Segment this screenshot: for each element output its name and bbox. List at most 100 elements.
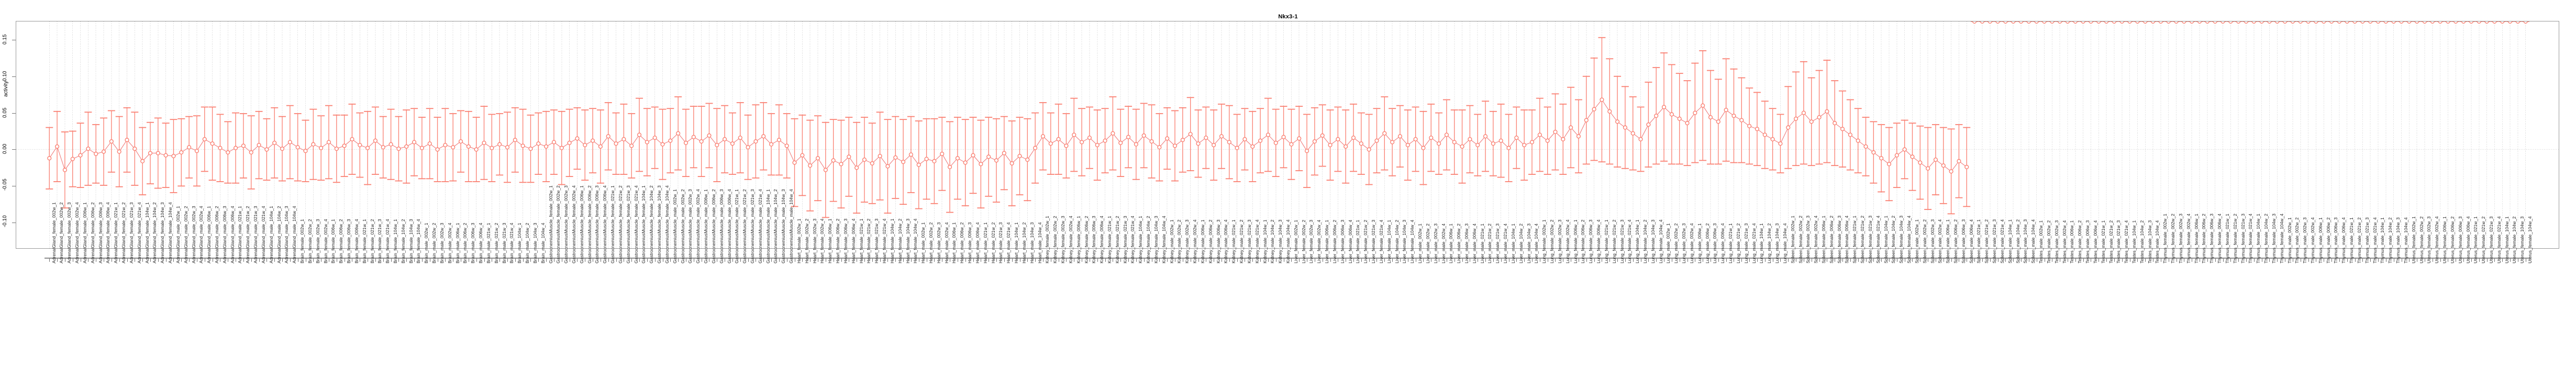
data-point [2026, 21, 2031, 24]
x-axis-tick-mark [2471, 259, 2472, 262]
data-point [1926, 166, 1930, 171]
x-axis-tick-label: Brain_female_021w_3 [377, 219, 383, 263]
x-axis-tick-label: Liver_female_021w_3 [1371, 219, 1376, 263]
x-axis-tick-label: AdrenalGland_female_104w_1 [144, 202, 150, 263]
data-point [303, 149, 308, 153]
x-axis-tick-label: Lung_female_002w_4 [1564, 219, 1570, 263]
x-axis-tick-label: Kidney_male_104w_1 [1262, 219, 1268, 263]
x-axis-tick-label: GastrocnemiusMuscle_female_021w_2 [617, 185, 623, 263]
data-point [1405, 142, 1410, 148]
x-axis-tick-label: AdrenalGland_female_002w_3 [66, 202, 72, 263]
data-point [1863, 144, 1868, 149]
data-point [1172, 143, 1178, 148]
data-point [1879, 156, 1884, 161]
x-axis-tick-mark [1369, 259, 1370, 262]
x-axis-tick-label: AdrenalGland_male_021w_1 [237, 206, 243, 263]
x-axis-tick-mark [1594, 259, 1595, 262]
x-axis-tick-label: GastrocnemiusMuscle_female_006w_4 [602, 185, 608, 263]
x-axis-tick-label: Kidney_male_104w_4 [1285, 219, 1291, 263]
x-axis-tick-mark [391, 259, 392, 262]
x-axis-tick-label: AdrenalGland_male_002w_4 [198, 206, 204, 263]
x-axis-tick-mark [2005, 259, 2006, 262]
x-axis-tick-label: Heart_male_006w_3 [967, 222, 973, 263]
x-axis-tick-label: Liver_female_104w_4 [1409, 219, 1415, 263]
data-point [2197, 21, 2202, 24]
x-axis-tick-mark [864, 259, 865, 262]
x-axis-tick-label: Lung_female_021w_1 [1603, 219, 1609, 263]
x-axis-tick-label: Spleen_male_021w_3 [1992, 219, 1997, 263]
x-axis-tick-label: Brain_male_021w_2 [493, 223, 499, 264]
x-axis-tick-label: Liver_female_104w_2 [1394, 219, 1400, 263]
x-axis-tick-mark [678, 259, 679, 262]
data-point [1328, 142, 1333, 148]
x-axis-tick-label: Thymus_male_006w_1 [2317, 217, 2323, 263]
x-axis-tick-mark [1633, 259, 1634, 262]
x-axis-tick-label: Heart_male_104w_1 [1014, 222, 1019, 263]
x-axis-tick-label: AdrenalGland_female_021w_3 [128, 202, 134, 263]
x-axis-tick-label: Brain_male_002w_1 [424, 223, 429, 264]
data-point [1180, 138, 1185, 142]
x-axis-tick-label: Liver_female_104w_1 [1386, 219, 1392, 263]
data-point [1856, 138, 1860, 143]
data-point [1747, 124, 1752, 128]
data-point [1002, 151, 1006, 156]
data-point [1708, 115, 1713, 120]
x-axis-tick-label: Uterus_female_002w_3 [2426, 216, 2432, 263]
x-axis-tick-mark [158, 259, 159, 262]
x-axis-tick-label: Spleen_female_006w_2 [1828, 215, 1834, 263]
data-point [2251, 21, 2256, 24]
data-point [2345, 21, 2349, 24]
data-point [606, 134, 610, 139]
x-axis-tick-mark [1873, 259, 1874, 262]
data-point [1561, 137, 1565, 141]
x-axis-tick-mark [1143, 259, 1145, 262]
x-axis-tick-mark [2083, 259, 2084, 262]
x-axis-tick-mark [1951, 259, 1952, 262]
data-point [1219, 134, 1224, 139]
x-axis-tick-label: Testes_male_104w_4 [2155, 220, 2160, 263]
x-axis-tick-label: Uterus_female_006w_3 [2457, 216, 2463, 263]
data-point [1669, 112, 1674, 117]
x-axis-tick-label: Brain_female_006w_4 [353, 219, 359, 263]
data-point [2337, 21, 2342, 24]
data-point [1320, 133, 1325, 138]
x-axis-tick-label: Heart_female_006w_1 [827, 218, 833, 263]
x-axis-tick-mark [1252, 259, 1253, 262]
x-axis-tick-label: GastrocnemiusMuscle_female_104w_2 [649, 185, 654, 263]
x-axis-tick-mark [2331, 259, 2333, 262]
data-point [1600, 97, 1604, 102]
x-axis-tick-label: Kidney_female_002w_3 [1060, 216, 1066, 263]
data-point [823, 168, 828, 172]
x-axis-tick-label: Testes_male_006w_2 [2077, 220, 2083, 263]
x-axis-tick-label: AdrenalGland_female_006w_3 [97, 202, 103, 263]
x-axis-tick-label: Heart_male_104w_2 [1021, 222, 1027, 263]
data-point [2375, 21, 2381, 24]
data-point [963, 160, 968, 165]
x-axis-tick-label: Liver_female_002w_4 [1316, 219, 1322, 263]
data-point [1111, 131, 1115, 136]
x-axis-tick-label: Spleen_female_002w_2 [1797, 215, 1803, 263]
x-axis-tick-label: GastrocnemiusMuscle_female_021w_1 [610, 185, 616, 263]
x-axis-tick-label: Kidney_male_104w_3 [1278, 219, 1283, 263]
x-axis-tick-label: Kidney_female_006w_2 [1083, 216, 1089, 263]
x-axis-tick-mark [1376, 259, 1378, 262]
data-point [1980, 21, 1985, 24]
x-axis-tick-mark [1687, 259, 1688, 262]
data-point [1825, 109, 1829, 114]
x-axis-tick-label: Spleen_male_006w_3 [1960, 219, 1966, 263]
x-axis-tick-label: GastrocnemiusMuscle_male_002w_2 [680, 189, 685, 263]
data-point [1778, 141, 1783, 146]
data-point [1638, 137, 1643, 141]
data-point [2135, 21, 2140, 24]
x-axis-tick-mark [1004, 259, 1005, 262]
x-axis-tick-mark [251, 259, 252, 262]
data-point [2515, 21, 2521, 24]
x-axis-tick-label: GastrocnemiusMuscle_female_006w_2 [586, 185, 592, 263]
data-point [210, 141, 215, 146]
data-point [637, 132, 642, 137]
x-axis-tick-label: Kidney_female_104w_2 [1146, 216, 1151, 263]
x-axis-tick-label: AdrenalGland_male_021w_2 [245, 206, 251, 263]
x-axis-tick-mark [2230, 259, 2231, 262]
data-point [1731, 114, 1736, 118]
data-point [699, 139, 704, 144]
